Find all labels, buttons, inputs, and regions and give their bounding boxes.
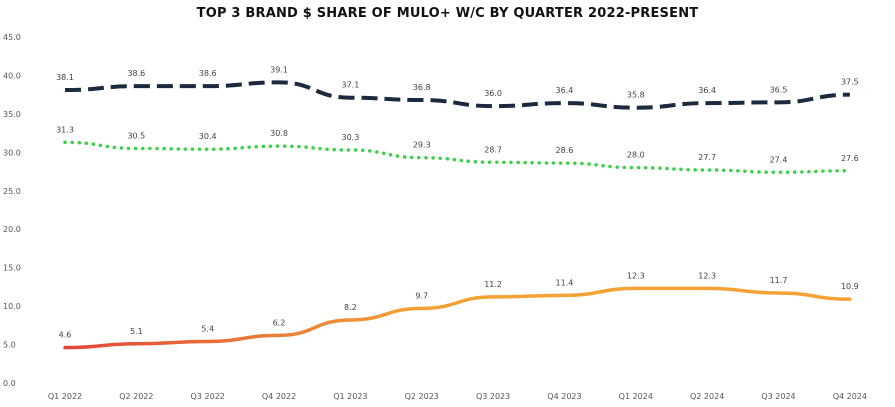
data-label: 36.4 (556, 86, 574, 95)
x-tick-label: Q4 2023 (547, 392, 581, 401)
data-label: 27.4 (770, 155, 788, 164)
data-label: 28.6 (556, 146, 574, 155)
y-tick-label: 15.0 (3, 264, 21, 273)
data-label: 30.5 (127, 131, 145, 140)
data-label: 27.7 (698, 153, 716, 162)
data-label: 38.1 (56, 73, 74, 82)
data-label: 39.1 (270, 65, 288, 74)
data-label: 28.0 (627, 151, 645, 160)
data-label: 28.7 (484, 145, 502, 154)
y-tick-label: 30.0 (3, 148, 21, 157)
y-tick-label: 40.0 (3, 71, 21, 80)
x-tick-label: Q4 2022 (262, 392, 296, 401)
data-label: 4.6 (59, 331, 72, 340)
x-tick-label: Q2 2022 (119, 392, 153, 401)
x-tick-label: Q3 2024 (761, 392, 795, 401)
y-tick-label: 45.0 (3, 33, 21, 42)
series-line-2 (63, 140, 852, 175)
data-label: 31.3 (56, 125, 74, 134)
data-label: 37.5 (841, 78, 859, 87)
data-label: 38.6 (199, 69, 217, 78)
data-label: 5.1 (130, 327, 143, 336)
x-tick-label: Q1 2023 (333, 392, 367, 401)
data-label: 36.5 (770, 85, 788, 94)
data-label: 36.0 (484, 89, 502, 98)
data-label: 11.2 (484, 280, 502, 289)
x-tick-label: Q2 2023 (405, 392, 439, 401)
x-tick-label: Q3 2023 (476, 392, 510, 401)
data-label: 11.4 (556, 278, 574, 287)
data-label: 36.4 (698, 86, 716, 95)
x-tick-label: Q4 2024 (833, 392, 867, 401)
data-label: 35.8 (627, 91, 645, 100)
data-label: 11.7 (770, 276, 788, 285)
data-label: 30.8 (270, 129, 288, 138)
data-label: 30.3 (341, 133, 359, 142)
y-tick-label: 35.0 (3, 110, 21, 119)
x-tick-label: Q1 2024 (619, 392, 653, 401)
y-tick-label: 25.0 (3, 187, 21, 196)
y-tick-label: 5.0 (3, 341, 16, 350)
series-line-1 (64, 80, 850, 110)
data-label: 6.2 (273, 318, 286, 327)
series-line-3 (63, 286, 852, 350)
data-label: 29.3 (413, 141, 431, 150)
data-label: 8.2 (344, 303, 357, 312)
data-label: 10.9 (841, 282, 859, 291)
data-label: 12.3 (698, 271, 716, 280)
data-label: 12.3 (627, 271, 645, 280)
data-label: 27.6 (841, 154, 859, 163)
x-tick-label: Q3 2022 (191, 392, 225, 401)
data-label: 9.7 (415, 291, 428, 300)
y-tick-label: 20.0 (3, 225, 21, 234)
y-tick-label: 10.0 (3, 302, 21, 311)
data-label: 5.4 (201, 324, 214, 333)
data-label: 36.8 (413, 83, 431, 92)
x-tick-label: Q2 2024 (690, 392, 724, 401)
data-label: 37.1 (341, 81, 359, 90)
chart-title: TOP 3 BRAND $ SHARE OF MULO+ W/C BY QUAR… (196, 6, 699, 21)
y-tick-label: 0.0 (3, 379, 16, 388)
data-label: 30.4 (199, 132, 217, 141)
data-label: 38.6 (127, 69, 145, 78)
x-tick-label: Q1 2022 (48, 392, 82, 401)
